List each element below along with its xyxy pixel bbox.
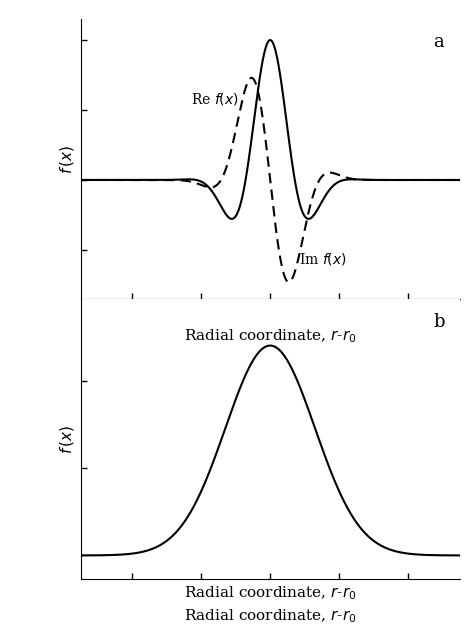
Text: b: b [433, 313, 445, 331]
Text: Radial coordinate, $r$-$r_0$: Radial coordinate, $r$-$r_0$ [184, 328, 356, 345]
Text: a: a [433, 33, 444, 51]
Text: Im $f(x)$: Im $f(x)$ [300, 251, 347, 268]
X-axis label: Radial coordinate, $r$-$r_0$: Radial coordinate, $r$-$r_0$ [184, 584, 356, 602]
Text: Radial coordinate, $r$-$r_0$: Radial coordinate, $r$-$r_0$ [184, 607, 356, 625]
Y-axis label: $f\,(x)$: $f\,(x)$ [58, 144, 76, 174]
Y-axis label: $f\,(x)$: $f\,(x)$ [58, 424, 76, 453]
Text: Re $f(x)$: Re $f(x)$ [191, 90, 238, 107]
